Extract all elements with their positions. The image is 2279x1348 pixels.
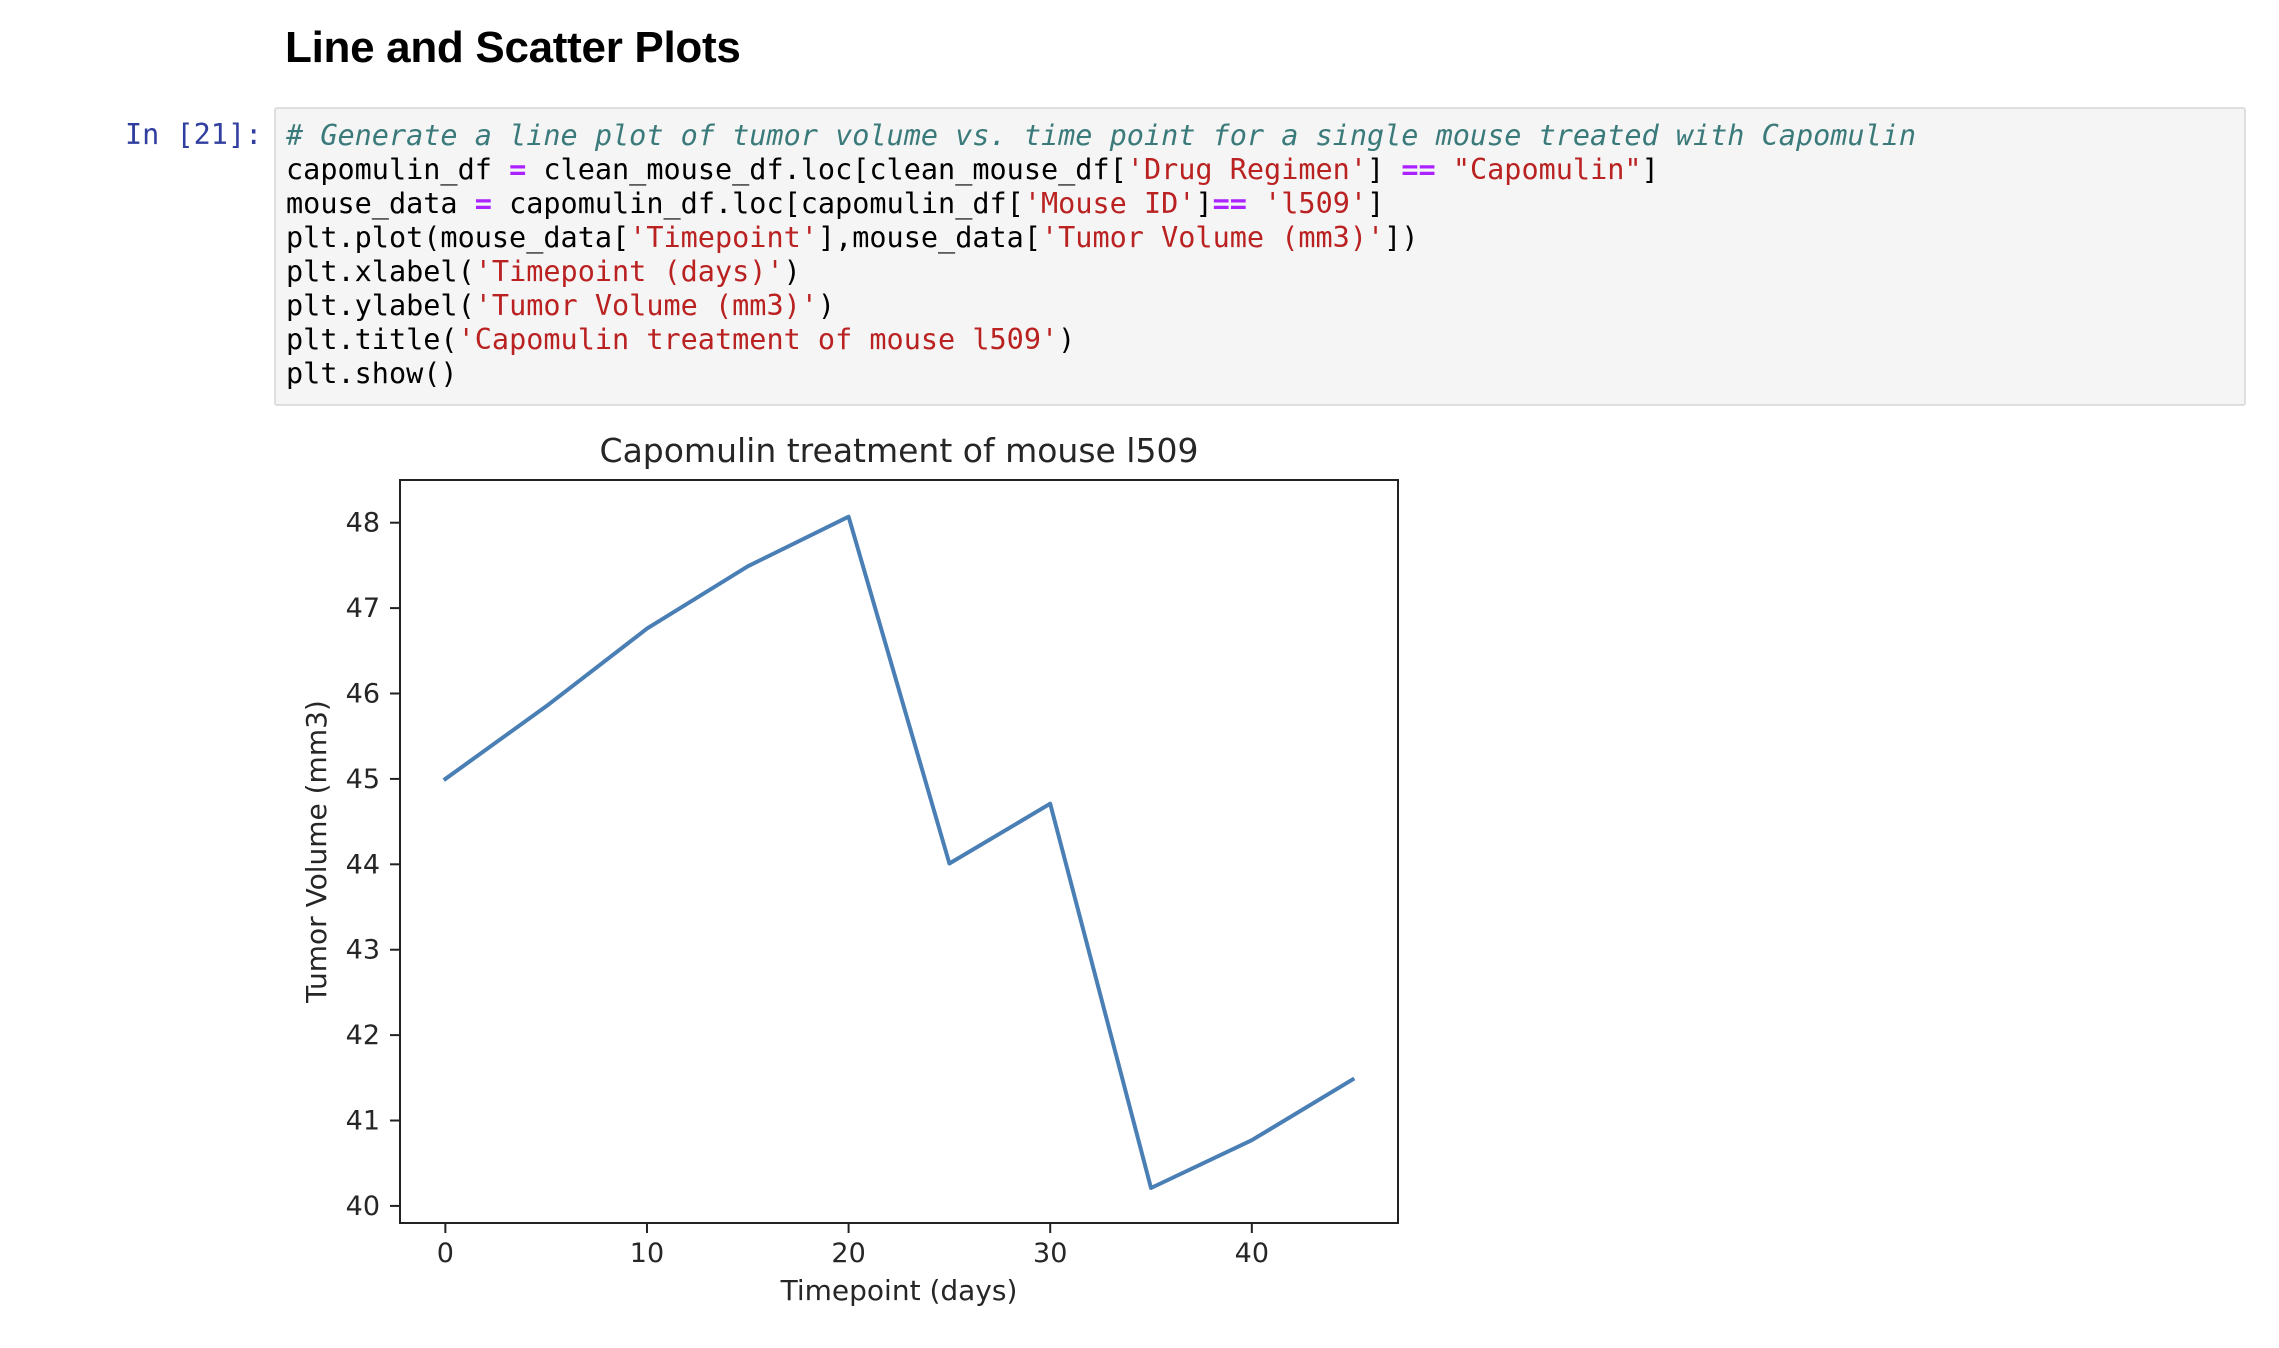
code-editor[interactable]: # Generate a line plot of tumor volume v… [286,119,1916,391]
section-heading: Line and Scatter Plots [285,23,741,72]
code-token: ) [783,255,801,288]
code-line: plt.show() [286,357,1916,391]
code-token: 'Tumor Volume (mm3)' [474,289,818,322]
y-tick-label: 43 [346,935,380,966]
code-line: plt.xlabel('Timepoint (days)') [286,255,1916,289]
chart-title: Capomulin treatment of mouse l509 [600,431,1199,470]
code-token: # Generate a line plot of tumor volume v… [286,119,1917,152]
y-tick-label: 42 [346,1020,380,1051]
code-token: ] [1195,187,1213,220]
code-token: 'Mouse ID' [1023,187,1196,220]
code-token: 'Timepoint (days)' [474,255,784,288]
code-token: ]) [1384,221,1419,254]
code-token: ],mouse_data[ [817,221,1041,254]
code-token: 'Capomulin treatment of mouse l509' [457,323,1059,356]
code-token: ] [1367,153,1402,186]
plot-area-frame [399,479,1399,1224]
code-token: mouse_data [286,187,475,220]
y-tick-label: 44 [346,849,380,880]
code-line: plt.title('Capomulin treatment of mouse … [286,323,1916,357]
y-tick-label: 47 [346,593,380,624]
y-tick-label: 40 [346,1191,380,1222]
x-tick-label: 10 [630,1238,664,1269]
code-line: plt.plot(mouse_data['Timepoint'],mouse_d… [286,221,1916,255]
code-token: plt.show() [286,357,458,390]
x-tick-label: 30 [1033,1238,1067,1269]
code-token: "Capomulin" [1452,153,1642,186]
code-token: clean_mouse_df.loc[clean_mouse_df[ [526,153,1127,186]
code-line: mouse_data = capomulin_df.loc[capomulin_… [286,187,1916,221]
x-tick-label: 40 [1235,1238,1269,1269]
code-token: capomulin_df.loc[capomulin_df[ [491,187,1024,220]
x-axis-label: Timepoint (days) [780,1274,1018,1307]
code-token: 'Tumor Volume (mm3)' [1040,221,1385,254]
cell-prompt: In [21]: [125,118,263,151]
y-tick-label: 48 [346,508,380,539]
code-token: == [1212,187,1247,220]
code-token: plt.plot(mouse_data[ [286,221,630,254]
y-tick-label: 41 [346,1106,380,1137]
code-token: plt.xlabel( [286,255,475,288]
y-axis-label: Tumor Volume (mm3) [300,700,333,1004]
code-line: # Generate a line plot of tumor volume v… [286,119,1916,153]
code-token: ] [1641,153,1659,186]
code-token: capomulin_df [286,153,510,186]
line-chart: Capomulin treatment of mouse l509 0 10 20 30… [300,431,1399,1307]
code-token: ] [1367,187,1385,220]
x-tick-label: 20 [831,1238,865,1269]
series-line [442,514,1356,1190]
code-token: 'l509' [1264,187,1368,220]
code-token: = [509,153,527,186]
code-line: capomulin_df = clean_mouse_df.loc[clean_… [286,153,1916,187]
code-cell[interactable]: # Generate a line plot of tumor volume v… [274,107,2246,406]
code-line: plt.ylabel('Tumor Volume (mm3)') [286,289,1916,323]
code-token: 'Timepoint' [629,221,818,254]
y-tick-label: 46 [346,679,380,710]
code-token: ) [1058,323,1076,356]
x-tick-label: 0 [437,1238,454,1269]
code-token: 'Drug Regimen' [1126,153,1367,186]
code-token: plt.ylabel( [286,289,475,322]
chart-output: Capomulin treatment of mouse l509 0 10 20 30… [285,420,1425,1320]
code-token [1247,187,1264,220]
code-token: ) [817,289,836,322]
code-token: = [474,187,492,220]
code-token: plt.title( [286,323,458,356]
y-tick-label: 45 [346,764,380,795]
code-token: == [1401,153,1436,186]
code-token [1436,153,1453,186]
